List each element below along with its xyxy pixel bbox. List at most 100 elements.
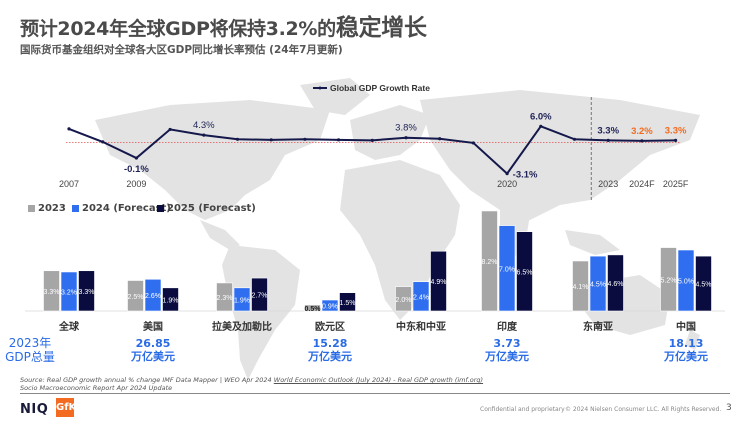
gdp-unit: 万亿美元 xyxy=(485,350,529,363)
bar-label-2023-4: 2.0% xyxy=(396,297,412,304)
region-label: 东南亚 xyxy=(583,322,613,333)
bar-label-2023-1: 2.5% xyxy=(128,294,144,301)
confidential-note: Confidential and proprietary xyxy=(480,406,565,413)
line-point-2019 xyxy=(471,141,475,145)
bar-2025-0 xyxy=(78,270,95,312)
line-data-label-2020: -3.1% xyxy=(513,170,538,181)
line-point-2009 xyxy=(134,156,138,160)
bar-label-2024-0: 3.2% xyxy=(61,289,77,296)
page-number: 3 xyxy=(726,403,732,413)
bar-label-2023-7: 5.2% xyxy=(661,277,677,284)
region-label: 印度 xyxy=(497,322,517,333)
niq-logo: NIQ xyxy=(20,402,49,417)
bar-2024-2 xyxy=(233,287,251,312)
bar-label-2023-0: 3.3% xyxy=(44,289,60,296)
line-point-2022 xyxy=(572,137,577,141)
bar-2024-3 xyxy=(321,299,339,312)
legend-swatch-2023 xyxy=(28,205,35,212)
line-point-2025F xyxy=(674,138,678,142)
legend-swatch-2025 xyxy=(157,205,164,212)
line-point-2010 xyxy=(168,127,172,132)
gdp-total-value: 3.73 万亿美元 xyxy=(457,337,557,363)
source-text: Source: Real GDP growth annual % change … xyxy=(20,376,274,384)
regional-gdp-bar-chart: 3.3% 3.2% 3.3%2.5% 2.6%1.9% 2.3% 1.9%2.7%0.5%… xyxy=(25,210,725,313)
gdp-total-value: 18.13 万亿美元 xyxy=(636,337,736,363)
bar-label-2023-2: 2.3% xyxy=(217,295,233,302)
bar-2023-7 xyxy=(660,247,677,312)
legend-label: Global GDP Growth Rate xyxy=(330,83,430,93)
bar-label-2023-6: 4.1% xyxy=(573,284,589,291)
bar-2023-4 xyxy=(395,286,412,312)
bar-2023-5 xyxy=(481,210,498,312)
bar-2025-1 xyxy=(162,287,179,312)
line-point-2015 xyxy=(337,138,341,142)
x-tick-2020: 2020 xyxy=(497,179,517,189)
bar-2023-0 xyxy=(43,270,60,312)
bar-2023-1 xyxy=(127,280,144,312)
line-data-label-2025F: 3.3% xyxy=(665,125,687,136)
line-data-label-2023: 3.3% xyxy=(597,125,619,136)
bar-2024-0 xyxy=(60,271,78,312)
bar-2024-1 xyxy=(144,278,162,312)
bar-2025-4 xyxy=(430,250,447,312)
gdp-amount: 15.28 xyxy=(312,337,348,350)
bar-legend-2024: 2024 (Forecast) xyxy=(72,203,171,214)
x-tick-2024F: 2024F xyxy=(629,179,655,189)
gdp-unit: 万亿美元 xyxy=(664,350,708,363)
bar-label-2025-6: 4.6% xyxy=(608,281,624,288)
gdp-amount: 3.73 xyxy=(493,337,521,350)
world-map-background xyxy=(95,78,700,380)
bar-label-2025-5: 6.5% xyxy=(517,269,533,276)
x-tick-2023: 2023 xyxy=(598,179,618,189)
line-data-label-2009: -0.1% xyxy=(124,164,149,175)
gfk-logo: GfK xyxy=(56,398,76,417)
legend-swatch-2024 xyxy=(72,205,79,212)
legend-label: 2024 (Forecast) xyxy=(82,203,171,214)
region-label: 中国 xyxy=(676,322,696,333)
bar-label-2025-7: 4.5% xyxy=(696,282,712,289)
bar-label-2024-2: 1.9% xyxy=(234,297,250,304)
bar-2024-7 xyxy=(677,249,695,312)
bar-2023-3 xyxy=(304,304,321,312)
bar-label-2024-5: 7.0% xyxy=(499,266,515,273)
line-data-label-2021: 6.0% xyxy=(530,111,552,122)
gdp-total-heading: 2023年 GDP总量 xyxy=(0,336,65,364)
bar-legend-2023: 2023 xyxy=(28,203,66,214)
line-point-2011 xyxy=(202,133,206,137)
copyright-note: © 2024 Nielsen Consumer LLC. All Rights … xyxy=(565,406,722,413)
legend-label: 2023 xyxy=(38,203,66,214)
region-label: 全球 xyxy=(59,322,79,333)
bar-label-2024-1: 2.6% xyxy=(145,293,161,300)
bar-2025-5 xyxy=(516,231,533,312)
line-point-2018 xyxy=(438,137,442,141)
bar-legend-2025: 2025 (Forecast) xyxy=(157,203,256,214)
title-text: 预计2024年全球GDP将保持3.2%的 xyxy=(20,18,336,40)
source-text-line2: Socio Macroeconomic Report Apr 2024 Upda… xyxy=(20,384,173,392)
footer-divider xyxy=(20,393,730,394)
gdp-amount: 18.13 xyxy=(668,337,704,350)
source-link[interactable]: World Economic Outlook (July 2024) - Rea… xyxy=(273,376,484,384)
line-data-label-2011: 4.3% xyxy=(193,120,215,131)
gdp-unit: 万亿美元 xyxy=(308,350,352,363)
gdp-total-value: 15.28 万亿美元 xyxy=(280,337,380,363)
line-point-2023 xyxy=(606,138,610,142)
bar-2024-4 xyxy=(412,281,430,312)
bar-2025-3 xyxy=(339,292,356,312)
bar-2023-2 xyxy=(216,282,233,312)
page-subtitle: 国际货币基金组织对全球各大区GDP同比增长率预估 (24年7月更新) xyxy=(20,44,343,56)
bar-2023-6 xyxy=(572,260,589,312)
line-point-2014 xyxy=(303,137,307,141)
x-tick-2025F: 2025F xyxy=(663,179,689,189)
bar-label-2024-6: 4.5% xyxy=(590,282,606,289)
region-label: 欧元区 xyxy=(315,322,345,333)
legend-marker-icon xyxy=(318,86,322,90)
line-data-label-2017: 3.8% xyxy=(395,123,417,134)
bar-label-2025-4: 4.9% xyxy=(431,279,447,286)
gdp-total-heading-line2: GDP总量 xyxy=(5,350,55,364)
x-tick-2007: 2007 xyxy=(59,179,79,189)
gdp-total-value: 26.85 万亿美元 xyxy=(103,337,203,363)
region-label: 美国 xyxy=(143,322,163,333)
growth-line xyxy=(68,125,676,176)
line-data-label-2024F: 3.2% xyxy=(631,126,653,137)
title-emphasis: 稳定增长 xyxy=(335,15,427,41)
